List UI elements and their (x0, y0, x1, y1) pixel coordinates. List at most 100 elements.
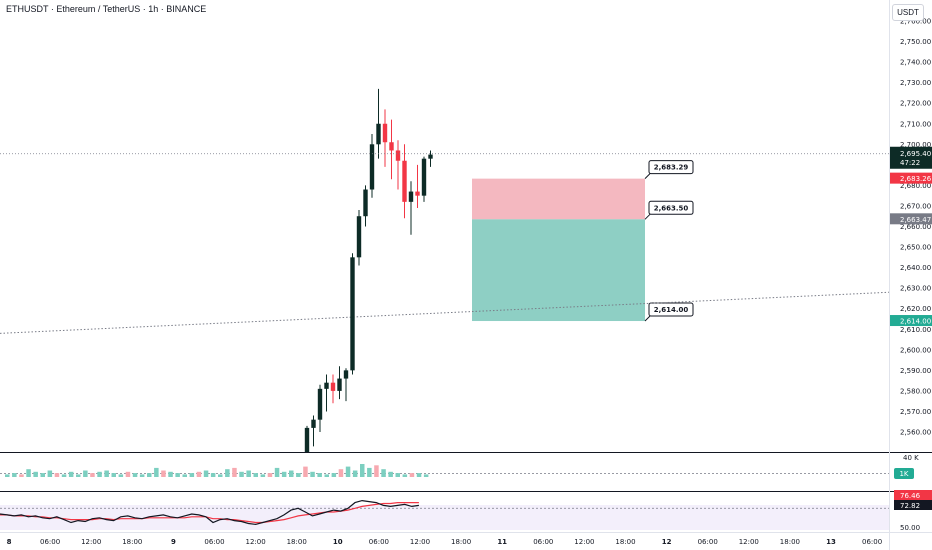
entry-badge (890, 213, 932, 225)
volume-bar (47, 470, 53, 477)
target-value: 2,614.00 (900, 318, 931, 326)
stop-loss-zone (472, 178, 645, 220)
price-tick-label: 2,660.00 (900, 223, 931, 231)
volume-bar (367, 467, 372, 477)
price-tick-label: 2,640.00 (900, 264, 931, 272)
stop-badge (890, 172, 932, 184)
time-tick-label: 13 (826, 538, 836, 546)
volume-bar (310, 471, 315, 477)
position-tag-label: 2,614.00 (654, 306, 689, 314)
volume-bar (19, 474, 24, 477)
time-tick-label: 12:00 (739, 538, 759, 546)
time-tick-label: 12:00 (410, 538, 430, 546)
volume-bar (381, 469, 386, 477)
trendline[interactable] (0, 291, 890, 334)
time-tick-label: 06:00 (533, 538, 553, 546)
time-tick-label: 18:00 (780, 538, 800, 546)
candle-body (311, 419, 316, 428)
price-panel[interactable] (0, 0, 889, 452)
volume-bar (267, 473, 273, 477)
rsi-tick-label: 50.00 (900, 524, 920, 532)
position-tag (648, 160, 694, 175)
volume-tick-label: 40 K (903, 454, 919, 462)
price-tick-label: 2,760.00 (900, 18, 931, 26)
price-tick-label: 2,630.00 (900, 285, 931, 293)
stop-value: 2,683.26 (900, 175, 932, 183)
time-tick-label: 12:00 (81, 538, 101, 546)
volume-bar (154, 467, 159, 477)
volume-bar (388, 471, 393, 477)
price-tick-label: 2,700.00 (900, 141, 931, 149)
countdown-value: 47:22 (900, 159, 920, 167)
time-tick-label: 10 (333, 538, 343, 546)
time-axis[interactable]: 8 06:00 12:00 18:00 9 06:00 12:00 18:00 10 06:00 1… (7, 538, 883, 546)
candle-body (304, 427, 310, 452)
volume-badge-value: 1K (899, 470, 908, 478)
volume-panel: 40 K 1K (0, 454, 919, 479)
volume-bar (182, 474, 187, 477)
volume-bar (296, 473, 301, 477)
long-position-tool[interactable]: 2,683.29 2,663.50 2,614.00 (472, 160, 694, 322)
volume-bar (317, 473, 322, 477)
candle-body (382, 123, 388, 143)
time-tick-label: 12:00 (246, 538, 266, 546)
price-axis[interactable]: 2,760.00 2,750.00 2,740.00 2,730.00 2,720.00… (900, 18, 931, 437)
volume-bar (253, 473, 258, 477)
volume-bar (90, 473, 95, 477)
volume-bar (76, 474, 81, 477)
candle-body (343, 370, 349, 379)
volume-bar (374, 465, 379, 477)
candle-body (350, 257, 355, 371)
time-tick-label: 12:00 (574, 538, 594, 546)
volume-bar (303, 466, 308, 477)
volume-bar (338, 469, 344, 477)
rsi-ma-badge (894, 490, 932, 500)
take-profit-zone (472, 219, 645, 322)
target-badge (890, 315, 932, 327)
volume-bar (324, 474, 329, 477)
time-tick-label: 18:00 (451, 538, 471, 546)
volume-bar (246, 470, 251, 477)
volume-badge (894, 468, 914, 479)
candle-body (408, 191, 414, 202)
candle-body (402, 160, 407, 202)
rsi-line (0, 499, 419, 526)
last-price-value: 2,695.40 (900, 150, 931, 158)
rsi-badge (894, 500, 932, 510)
volume-bar (54, 473, 60, 477)
volume-bar (423, 474, 429, 477)
time-tick-label: 8 (7, 538, 12, 546)
volume-bar (352, 470, 358, 477)
volume-bar (274, 467, 280, 477)
position-tag (648, 302, 694, 317)
volume-bar (139, 474, 145, 477)
currency-button[interactable]: USDT (892, 4, 924, 21)
time-tick-label: 18:00 (287, 538, 307, 546)
volume-bar (26, 469, 31, 477)
price-tick-label: 2,730.00 (900, 79, 931, 87)
symbol-title[interactable]: ETHUSDT · Ethereum / TetherUS · 1h · BIN… (6, 4, 207, 14)
volume-bar (40, 473, 45, 477)
price-tick-label: 2,560.00 (900, 429, 931, 437)
time-tick-label: 06:00 (369, 538, 389, 546)
trendline-line (0, 291, 890, 334)
volume-bar (132, 473, 138, 477)
price-tick-label: 2,580.00 (900, 387, 931, 395)
position-tag-label: 2,683.29 (654, 164, 689, 172)
volume-bar (12, 473, 17, 477)
price-tick-label: 2,750.00 (900, 38, 931, 46)
volume-bar (218, 474, 223, 477)
volume-bar (409, 473, 415, 477)
time-tick-label: 18:00 (122, 538, 142, 546)
rsi-ma-line (0, 502, 419, 524)
rsi-ma-value: 76.46 (900, 492, 921, 500)
price-tick-label: 2,620.00 (900, 305, 931, 313)
time-tick-label: 9 (171, 538, 176, 546)
volume-bar (225, 469, 230, 477)
candle-body (395, 150, 401, 161)
time-tick-label: 12 (662, 538, 672, 546)
volume-bar (189, 473, 195, 477)
volume-bar (118, 474, 124, 477)
